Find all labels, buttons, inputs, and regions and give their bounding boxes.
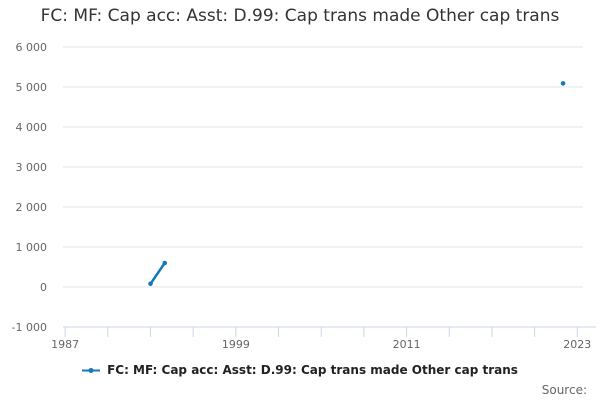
- legend-series-label: FC: MF: Cap acc: Asst: D.99: Cap trans m…: [107, 363, 518, 377]
- y-axis-tick-label: 0: [40, 281, 47, 294]
- y-axis-tick-label: 1 000: [16, 241, 48, 254]
- y-axis-tick-label: -1 000: [12, 321, 47, 334]
- y-axis-tick-label: 3 000: [16, 161, 48, 174]
- data-point-marker[interactable]: [560, 81, 566, 86]
- line-chart: -1 000 0 1 000 2 000 3 000 4 000 5 000 6 000 198…: [12, 41, 596, 351]
- legend-line-marker-icon: [82, 367, 101, 373]
- y-axis-tick-label: 2 000: [16, 201, 48, 214]
- data-point-marker[interactable]: [148, 281, 153, 287]
- y-axis-tick-label: 6 000: [16, 41, 48, 54]
- y-axis-tick-label: 5 000: [16, 81, 48, 94]
- legend-item[interactable]: FC: MF: Cap acc: Asst: D.99: Cap trans m…: [0, 363, 600, 377]
- x-axis-tick-label: 1999: [222, 338, 250, 351]
- series-line-segment: [149, 261, 166, 286]
- x-axis-tick-label: 2011: [393, 338, 421, 351]
- source-label: Source:: [541, 383, 587, 397]
- x-axis-tick-label: 1987: [51, 338, 79, 351]
- data-point-marker[interactable]: [162, 260, 168, 266]
- y-axis-tick-label: 4 000: [16, 121, 48, 134]
- x-axis-tick-label: 2023: [563, 338, 591, 351]
- chart-title: FC: MF: Cap acc: Asst: D.99: Cap trans m…: [40, 6, 560, 26]
